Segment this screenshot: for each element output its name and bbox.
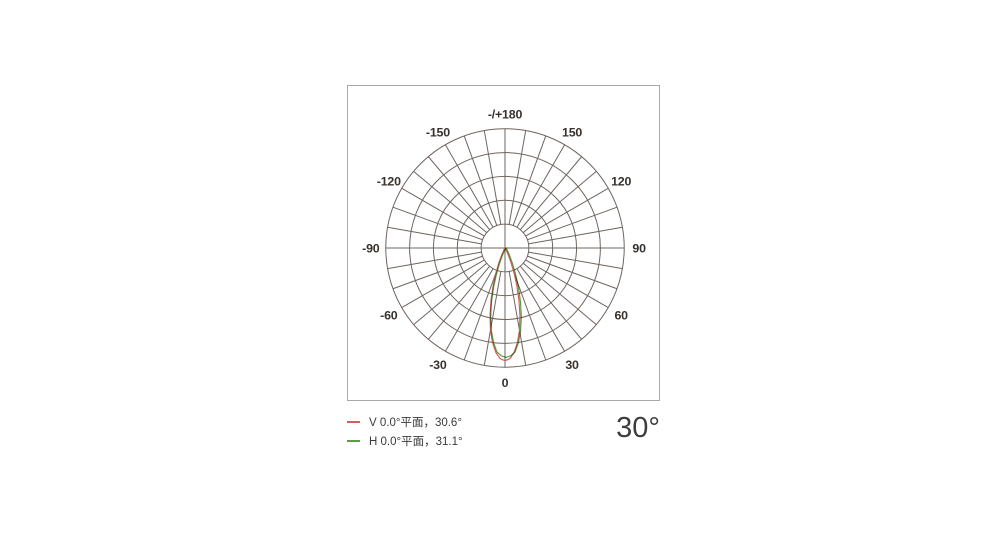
grid-spoke — [427, 265, 491, 340]
grid-spoke — [516, 144, 566, 228]
grid-spoke — [527, 255, 618, 290]
legend-label: V 0.0°平面，30.6° — [369, 416, 462, 429]
grid-spoke — [427, 156, 491, 231]
angle-tick-label: -150 — [426, 126, 450, 140]
beam-curve-h — [490, 247, 522, 359]
grid-spoke — [392, 206, 483, 241]
grid-spoke — [522, 170, 597, 234]
beam-angle-title: 30° — [616, 412, 660, 444]
angle-tick-label: -90 — [362, 242, 380, 256]
grid-spoke — [519, 156, 583, 231]
grid-spoke — [392, 255, 483, 290]
polar-chart-frame: 0 30 60 90 120 150 -/+180 -150 -120 -90 -60 -30 — [347, 85, 660, 401]
angle-tick-label: -/+180 — [488, 108, 523, 122]
grid-spoke — [463, 135, 498, 226]
grid-spoke — [512, 135, 547, 226]
angle-tick-label: 90 — [632, 242, 646, 256]
beam-curve-v — [489, 247, 521, 362]
grid-spoke — [508, 130, 527, 225]
angle-tick-label: 150 — [562, 126, 582, 140]
grid-spoke — [508, 271, 527, 366]
angle-tick-label: -120 — [377, 175, 401, 189]
legend-line-swatch — [347, 439, 360, 442]
angle-tick-label: 30 — [565, 358, 579, 372]
grid-spoke — [528, 226, 623, 245]
grid-spoke — [527, 206, 618, 241]
chart-legend: V 0.0°平面，30.6° H 0.0°平面，31.1° — [347, 412, 463, 450]
grid-spoke — [401, 259, 485, 309]
grid-spoke — [387, 226, 482, 245]
legend-label: H 0.0°平面，31.1° — [369, 435, 463, 448]
angle-tick-label: 0 — [502, 376, 509, 390]
legend-line-swatch — [347, 420, 360, 423]
grid-spoke — [522, 262, 597, 325]
legend-item-v-plane: V 0.0°平面，30.6° — [347, 412, 463, 431]
grid-spoke — [525, 259, 609, 309]
grid-spoke — [483, 130, 502, 225]
grid-spoke — [528, 251, 623, 270]
grid-spoke — [516, 268, 566, 352]
grid-spoke — [519, 265, 583, 340]
grid-spoke — [413, 170, 488, 234]
grid-spoke — [444, 268, 494, 352]
angle-tick-label: -60 — [380, 309, 398, 323]
grid-spoke — [413, 262, 488, 325]
grid-spoke — [444, 144, 494, 228]
grid-spoke — [483, 271, 502, 366]
grid-spoke — [387, 251, 482, 270]
grid-spoke — [401, 187, 485, 237]
angle-tick-label: 60 — [614, 309, 628, 323]
angle-tick-label: -30 — [429, 358, 447, 372]
legend-item-h-plane: H 0.0°平面，31.1° — [347, 431, 463, 450]
grid-spoke — [463, 270, 498, 361]
angle-tick-label: 120 — [611, 175, 631, 189]
grid-spoke — [525, 187, 609, 237]
polar-chart: 0 30 60 90 120 150 -/+180 -150 -120 -90 -60 -30 — [362, 108, 646, 390]
